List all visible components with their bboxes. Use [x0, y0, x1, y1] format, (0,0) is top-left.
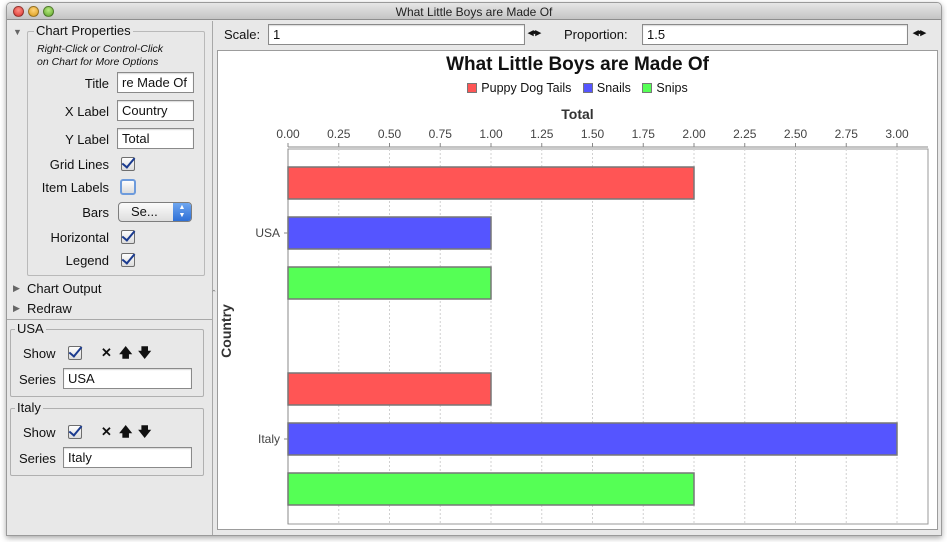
chart-output-section[interactable]: Chart Output — [27, 281, 102, 296]
legend-swatch-red — [467, 83, 478, 93]
move-down-italy-arrow-down-icon[interactable]: 🡇 — [138, 424, 152, 439]
ylabel-label: Y Label — [65, 132, 109, 147]
series-panel-usa — [10, 329, 204, 397]
series-panel-italy — [10, 408, 204, 476]
category-tick-label: USA — [255, 226, 280, 240]
title-label: Title — [84, 76, 109, 91]
legend-checkbox[interactable] — [121, 253, 135, 267]
series-panel-italy-heading: Italy — [15, 400, 43, 415]
horizontal-label: Horizontal — [50, 230, 109, 245]
series-usa-show-checkbox[interactable] — [68, 346, 82, 360]
gridlines-label: Grid Lines — [49, 157, 109, 172]
chart-properties-disclosure-icon[interactable]: ▼ — [13, 27, 22, 37]
chart-panel[interactable]: What Little Boys are Made Of Puppy Dog T… — [217, 50, 938, 530]
value-tick-label: 1.00 — [479, 127, 503, 141]
sidebar: ▼ Chart Properties Right-Click or Contro… — [7, 21, 217, 535]
proportion-label: Proportion: — [564, 27, 628, 42]
series-italy-name-field[interactable]: Italy — [63, 447, 192, 468]
proportion-field[interactable]: 1.5 — [642, 24, 908, 45]
bar-italy-snails — [287, 422, 898, 456]
horizontal-checkbox[interactable] — [121, 230, 135, 244]
bars-popup-value: Se... — [131, 204, 158, 219]
legend-swatch-blue — [582, 83, 593, 93]
legend-item-puppy-dog-tails: Puppy Dog Tails — [467, 81, 571, 95]
split-grip-icon[interactable]: ⌃ — [211, 290, 217, 297]
chart-legend: Puppy Dog Tails Snails Snips — [218, 81, 937, 95]
category-tick-label: Italy — [258, 432, 280, 446]
zoom-window-button[interactable] — [43, 6, 54, 17]
legend-label-snips: Snips — [656, 81, 688, 95]
value-tick-label: 2.00 — [682, 127, 706, 141]
popup-arrows-icon: ▲ ▼ — [173, 203, 191, 221]
value-tick-label: 1.75 — [632, 127, 656, 141]
xlabel-field[interactable]: Country — [117, 100, 194, 121]
series-usa-name-field[interactable]: USA — [63, 368, 192, 389]
bars-popup[interactable]: Se... ▲ ▼ — [118, 202, 192, 222]
chart-hint-line1: Right-Click or Control-Click — [37, 43, 164, 55]
move-up-italy-arrow-up-icon[interactable]: 🡅 — [119, 424, 133, 439]
move-up-usa-arrow-up-icon[interactable]: 🡅 — [119, 345, 133, 360]
sidebar-divider — [7, 319, 213, 320]
title-bar: What Little Boys are Made Of — [7, 3, 941, 20]
legend-swatch-green — [642, 83, 653, 93]
chart-properties-heading: Chart Properties — [34, 23, 133, 38]
value-tick-label: 1.25 — [530, 127, 554, 141]
value-tick-label: 0.50 — [378, 127, 402, 141]
window-title: What Little Boys are Made Of — [395, 5, 553, 19]
chart-hint-line2: on Chart for More Options — [37, 56, 159, 68]
series-italy-series-label: Series — [19, 451, 56, 466]
series-italy-show-label: Show — [23, 425, 56, 440]
bar-usa-puppy-dog-tails — [287, 166, 695, 200]
plot-area — [287, 148, 929, 525]
chart-output-disclosure-icon[interactable]: ▶ — [13, 283, 20, 293]
scale-label: Scale: — [224, 27, 261, 42]
value-tick-label: 2.75 — [835, 127, 859, 141]
series-usa-show-label: Show — [23, 346, 56, 361]
app-window: What Little Boys are Made Of ▼ Chart Pro… — [6, 2, 942, 536]
scale-field[interactable]: 1 — [268, 24, 525, 45]
value-tick-label: 0.75 — [429, 127, 453, 141]
gridlines-checkbox[interactable] — [121, 157, 135, 171]
move-down-usa-arrow-down-icon[interactable]: 🡇 — [138, 345, 152, 360]
value-tick-label: 2.50 — [784, 127, 808, 141]
series-italy-show-checkbox[interactable] — [68, 425, 82, 439]
bar-italy-snips — [287, 472, 695, 506]
bars-label: Bars — [82, 205, 109, 220]
chart-plot-svg: 0.00 0.25 0.50 0.75 1.00 1.25 1.50 1.75 2.00 2.25… — [255, 127, 929, 525]
legend-item-snips: Snips — [642, 81, 688, 95]
redraw-section[interactable]: Redraw — [27, 301, 72, 316]
itemlabels-checkbox[interactable] — [120, 179, 136, 195]
minimize-window-button[interactable] — [28, 6, 39, 17]
bar-usa-snips — [287, 266, 492, 300]
series-panel-usa-heading: USA — [15, 321, 46, 336]
ylabel-field[interactable]: Total — [117, 128, 194, 149]
legend-label-snails: Snails — [596, 81, 631, 95]
proportion-stepper-icon[interactable]: ◂•▸ — [913, 27, 926, 39]
xlabel-label: X Label — [64, 104, 109, 119]
value-axis-label: Total — [561, 106, 594, 122]
itemlabels-label: Item Labels — [41, 180, 109, 195]
delete-series-usa-x-icon[interactable]: ✕ — [101, 345, 112, 360]
redraw-disclosure-icon[interactable]: ▶ — [13, 303, 20, 313]
delete-series-italy-x-icon[interactable]: ✕ — [101, 424, 112, 439]
value-tick-label: 3.00 — [885, 127, 909, 141]
chart-title: What Little Boys are Made Of — [446, 54, 709, 75]
title-field[interactable]: re Made Of — [117, 72, 194, 93]
legend-label: Legend — [65, 253, 109, 268]
value-tick-label: 1.50 — [581, 127, 605, 141]
value-tick-label: 2.25 — [733, 127, 757, 141]
close-window-button[interactable] — [13, 6, 24, 17]
scale-stepper-icon[interactable]: ◂•▸ — [528, 27, 541, 39]
legend-label-puppy-dog-tails: Puppy Dog Tails — [481, 81, 572, 95]
value-tick-label: 0.00 — [276, 127, 300, 141]
bar-usa-snails — [287, 216, 492, 250]
series-usa-series-label: Series — [19, 372, 56, 387]
bar-italy-puppy-dog-tails — [287, 372, 492, 406]
legend-item-snails: Snails — [582, 81, 631, 95]
value-tick-label: 0.25 — [327, 127, 351, 141]
